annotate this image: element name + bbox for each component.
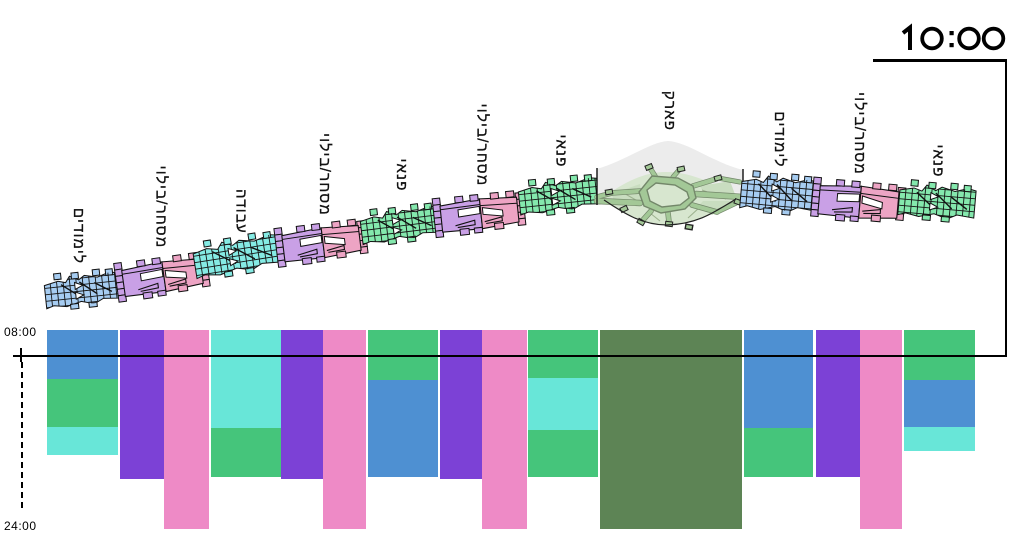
svg-text:מסחר/בילוי: מסחר/בילוי — [316, 133, 333, 216]
svg-text:פארק: פארק — [661, 91, 678, 131]
svg-text:פנאי: פנאי — [553, 134, 570, 167]
svg-text:מסחר/בילוי: מסחר/בילוי — [851, 92, 868, 175]
svg-text:פנאי: פנאי — [393, 158, 410, 191]
svg-text:מסחר/בילוי: מסחר/בילוי — [474, 104, 491, 187]
svg-text:פנאי: פנאי — [930, 144, 947, 177]
svg-text:עבודה: עבודה — [232, 189, 249, 234]
svg-text:לימודים: לימודים — [771, 111, 788, 167]
svg-text:לימודים: לימודים — [70, 208, 87, 264]
svg-text:מסחר/בילוי: מסחר/בילוי — [153, 166, 170, 249]
